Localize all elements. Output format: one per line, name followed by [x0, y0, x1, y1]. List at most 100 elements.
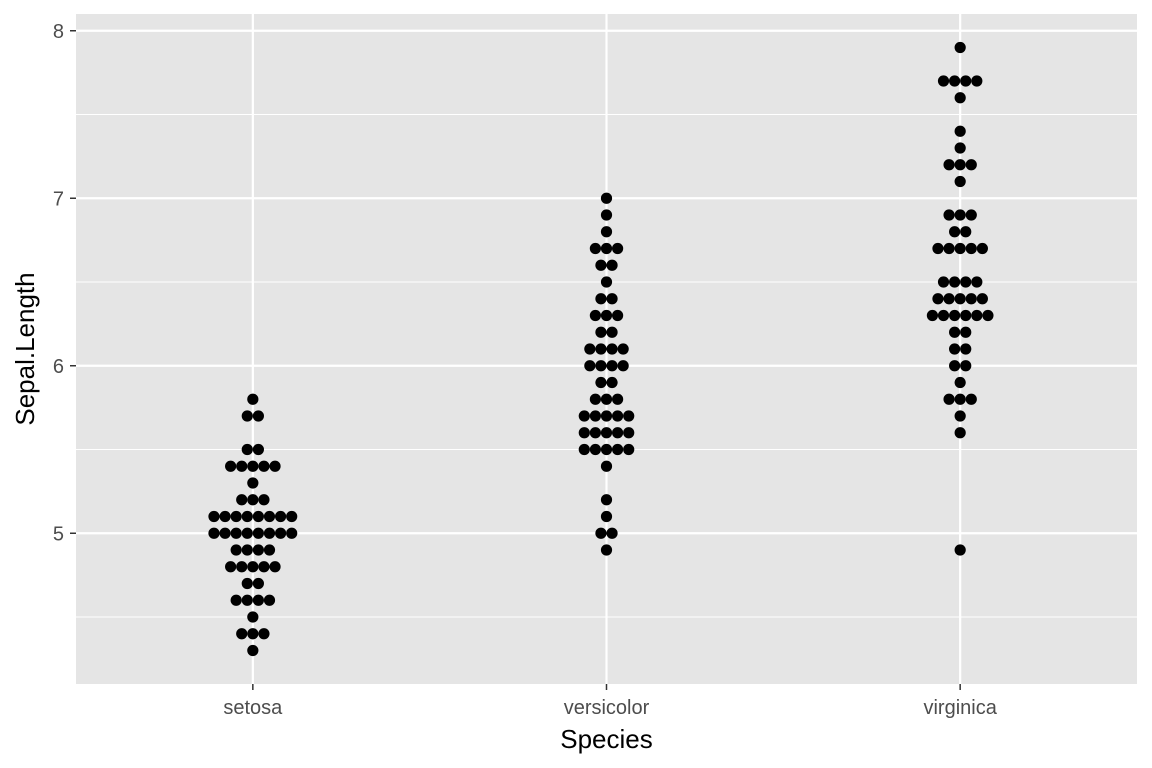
data-point — [263, 527, 276, 539]
data-point — [960, 360, 972, 372]
data-point — [943, 242, 955, 255]
data-point — [247, 477, 259, 489]
data-point — [589, 309, 602, 322]
data-point — [219, 527, 231, 539]
data-point — [286, 510, 298, 523]
data-point — [965, 393, 977, 405]
data-point — [589, 393, 602, 405]
data-point — [252, 410, 264, 422]
data-point — [595, 343, 607, 355]
data-point — [589, 242, 602, 255]
data-point — [965, 159, 977, 171]
data-point — [252, 577, 264, 590]
data-point — [578, 443, 590, 456]
data-point — [600, 494, 613, 506]
y-axis-ticks: 5 6 7 8 — [53, 21, 76, 545]
data-point — [971, 75, 983, 87]
data-points — [208, 41, 994, 657]
data-point — [286, 527, 298, 539]
data-point — [949, 75, 961, 87]
data-point — [960, 326, 972, 338]
data-point — [274, 527, 287, 539]
data-point — [241, 443, 253, 456]
data-point — [252, 594, 264, 606]
data-point — [208, 527, 220, 539]
data-point — [589, 410, 602, 422]
data-point — [595, 527, 607, 539]
data-point — [247, 644, 259, 657]
data-point — [954, 209, 966, 221]
data-point — [236, 494, 248, 506]
data-point — [225, 561, 237, 573]
data-point — [976, 293, 988, 305]
data-point — [241, 594, 253, 606]
data-point — [584, 360, 596, 372]
data-point — [600, 209, 613, 221]
data-point — [617, 360, 629, 372]
data-point — [606, 376, 618, 389]
data-point — [589, 427, 602, 439]
data-point — [954, 293, 966, 305]
data-point — [584, 343, 596, 355]
data-point — [578, 410, 590, 422]
data-point — [932, 242, 944, 255]
data-point — [208, 510, 220, 523]
data-point — [595, 376, 607, 389]
data-point — [965, 242, 977, 255]
data-point — [954, 159, 966, 171]
x-tick-label: virginica — [923, 697, 997, 719]
data-point — [606, 259, 618, 271]
y-tick-label: 5 — [53, 523, 64, 545]
data-point — [595, 360, 607, 372]
y-tick-label: 7 — [53, 188, 64, 210]
data-point — [230, 594, 242, 606]
data-point — [595, 293, 607, 305]
data-point — [943, 159, 955, 171]
data-point — [241, 527, 253, 539]
data-point — [943, 293, 955, 305]
data-point — [954, 376, 966, 389]
data-point — [600, 510, 613, 523]
y-tick-label: 6 — [53, 356, 64, 378]
data-point — [612, 242, 624, 255]
data-point — [954, 427, 966, 439]
data-point — [954, 410, 966, 422]
data-point — [612, 427, 624, 439]
data-point — [965, 209, 977, 221]
data-point — [241, 510, 253, 523]
data-point — [982, 309, 994, 322]
data-point — [971, 309, 983, 322]
data-point — [954, 544, 966, 556]
data-point — [949, 360, 961, 372]
data-point — [600, 242, 613, 255]
data-point — [252, 510, 264, 523]
data-point — [258, 561, 270, 573]
data-point — [612, 393, 624, 405]
data-point — [236, 561, 248, 573]
data-point — [937, 309, 950, 322]
data-point — [600, 460, 613, 472]
data-point — [247, 460, 259, 472]
data-point — [263, 544, 276, 556]
data-point — [236, 460, 248, 472]
data-point — [241, 410, 253, 422]
data-point — [954, 92, 966, 104]
data-point — [578, 427, 590, 439]
data-point — [247, 628, 259, 640]
x-axis-ticks: setosa versicolor virginica — [223, 684, 998, 719]
data-point — [960, 226, 972, 238]
data-point — [269, 460, 281, 472]
data-point — [247, 561, 259, 573]
data-point — [247, 393, 259, 405]
data-point — [949, 326, 961, 338]
y-tick-label: 8 — [53, 21, 64, 43]
x-axis-title: Species — [560, 724, 653, 754]
data-point — [600, 276, 613, 288]
data-point — [247, 611, 259, 623]
data-point — [960, 343, 972, 355]
data-point — [247, 494, 259, 506]
data-point — [252, 443, 264, 456]
data-point — [263, 594, 276, 606]
data-point — [606, 326, 618, 338]
data-point — [954, 242, 966, 255]
